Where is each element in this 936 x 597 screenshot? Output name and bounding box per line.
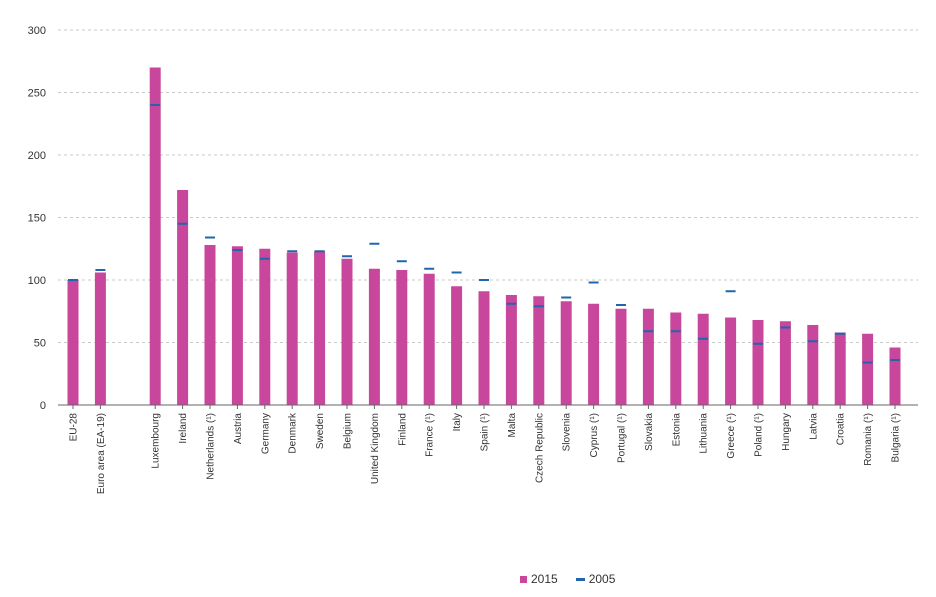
bar-2015-netherlands <box>204 245 216 405</box>
x-label-sweden: Sweden <box>315 413 326 449</box>
bar-2015-cyprus <box>588 303 600 405</box>
y-axis-tick-labels: 0 50 100 150 200 250 300 <box>28 25 46 412</box>
x-label-slovakia: Slovakia <box>644 413 655 451</box>
legend-label-2005: 2005 <box>588 572 616 586</box>
bar-2015-slovakia <box>642 308 654 405</box>
bar-2015-greece <box>725 317 737 405</box>
x-label-italy: Italy <box>452 413 463 431</box>
y-tick-label-0: 0 <box>40 400 46 412</box>
bar-2015-czech-republic <box>533 296 545 405</box>
bar-2015-hungary <box>779 321 791 405</box>
bar-2015-bulgaria <box>889 347 901 405</box>
legend-item-2015: 2015 <box>520 572 558 586</box>
x-label-germany: Germany <box>260 413 271 454</box>
x-label-czech-republic: Czech Republic <box>534 413 545 483</box>
y-tick-label-250: 250 <box>28 88 46 100</box>
x-label-bulgaria: Bulgaria (¹) <box>891 413 902 462</box>
x-label-greece: Greece (¹) <box>726 413 737 459</box>
x-label-latvia: Latvia <box>808 413 819 440</box>
bar-2015-croatia <box>834 332 846 405</box>
x-label-spain: Spain (¹) <box>480 413 491 451</box>
x-label-ireland: Ireland <box>178 413 189 444</box>
x-label-united-kingdom: United Kingdom <box>370 413 381 484</box>
bar-2015-austria <box>231 246 243 405</box>
legend-item-2005: 2005 <box>575 572 616 586</box>
bar-2015-latvia <box>807 325 819 405</box>
bar-2015-portugal <box>615 308 627 405</box>
bar-2015-germany <box>259 248 271 405</box>
x-label-estonia: Estonia <box>671 413 682 447</box>
x-label-portugal: Portugal (¹) <box>617 413 628 463</box>
x-label-netherlands: Netherlands (¹) <box>206 413 217 480</box>
x-label-luxembourg: Luxembourg <box>151 413 162 469</box>
x-label-hungary: Hungary <box>781 413 792 451</box>
legend: 2015 2005 <box>520 572 615 586</box>
x-label-croatia: Croatia <box>836 413 847 446</box>
x-label-malta: Malta <box>507 413 518 438</box>
x-label-romania: Romania (¹) <box>863 413 874 466</box>
bar-2015-lithuania <box>697 313 709 405</box>
bar-2015-united-kingdom <box>368 268 380 405</box>
x-label-belgium: Belgium <box>343 413 354 449</box>
bar-2015-estonia <box>670 312 682 405</box>
y-tick-label-150: 150 <box>28 213 46 225</box>
gridlines <box>58 29 918 343</box>
bar-2015-spain <box>478 291 490 405</box>
x-label-euro-area-ea-19: Euro area (EA-19) <box>96 413 107 494</box>
x-label-cyprus: Cyprus (¹) <box>589 413 600 457</box>
bar-2015-eu-28 <box>67 280 79 405</box>
x-axis-category-labels: EU-28 Euro area (EA-19) Luxembourg Ireland N… <box>69 405 902 494</box>
x-label-austria: Austria <box>233 413 244 445</box>
bar-2015-denmark <box>286 252 298 405</box>
x-label-france: France (¹) <box>425 413 436 457</box>
bar-2015-slovenia <box>560 301 572 405</box>
y-tick-label-200: 200 <box>28 150 46 162</box>
bar-2015-italy <box>451 286 463 405</box>
y-tick-label-50: 50 <box>34 338 46 350</box>
y-tick-label-300: 300 <box>28 25 46 37</box>
legend-label-2015: 2015 <box>531 572 558 586</box>
x-label-denmark: Denmark <box>288 412 299 454</box>
x-label-slovenia: Slovenia <box>562 413 573 452</box>
bars-2015 <box>67 67 901 405</box>
bar-2015-malta <box>505 295 517 405</box>
markers-2005 <box>68 104 900 364</box>
x-label-eu-28: EU-28 <box>69 413 80 442</box>
bar-2015-france <box>423 273 435 405</box>
bar-2015-euro-area-ea-19 <box>94 272 106 405</box>
x-label-lithuania: Lithuania <box>699 413 710 454</box>
y-tick-label-100: 100 <box>28 275 46 287</box>
legend-swatch-2015 <box>520 575 527 583</box>
x-label-finland: Finland <box>397 413 408 446</box>
bar-2015-finland <box>396 270 408 405</box>
bar-2015-romania <box>862 333 874 405</box>
bar-2015-poland <box>752 320 764 405</box>
bar-2015-luxembourg <box>149 67 161 405</box>
x-label-poland: Poland (¹) <box>754 413 765 457</box>
bar-2015-ireland <box>177 190 189 405</box>
bar-2015-sweden <box>314 251 326 405</box>
bar-2015-belgium <box>341 258 353 405</box>
legend-swatch-2005 <box>575 577 585 581</box>
